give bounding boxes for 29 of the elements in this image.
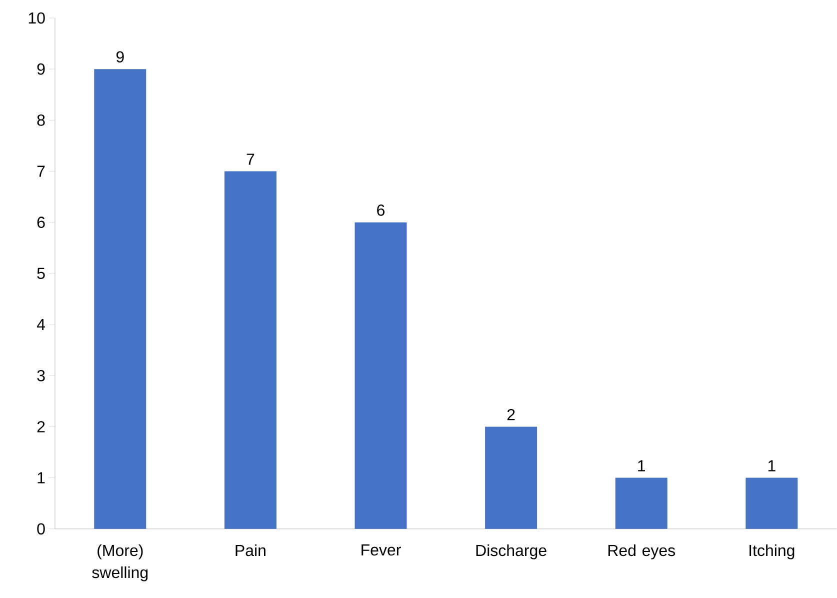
- y-tick-label: 4: [36, 319, 46, 330]
- y-tick-label: 1: [38, 472, 45, 484]
- y-tick-label: 5: [37, 268, 45, 280]
- bar: [94, 69, 146, 529]
- y-tick-label: 7: [37, 166, 45, 177]
- bar: [224, 171, 276, 529]
- y-tick-label: 3: [37, 370, 45, 382]
- data-label: 2: [507, 409, 515, 420]
- y-tick-label: 10: [28, 12, 45, 24]
- x-tick-label: Discharge: [476, 544, 546, 560]
- y-tick-label: 2: [37, 421, 45, 432]
- bar: [746, 478, 798, 529]
- bar: [615, 478, 668, 529]
- x-tick-label: (More) swelling: [92, 544, 148, 582]
- data-label: 1: [638, 460, 646, 472]
- data-label: 7: [246, 154, 254, 165]
- bar: [485, 426, 538, 529]
- x-tick-label: Fever: [362, 544, 401, 556]
- y-tick-label: 0: [37, 523, 45, 535]
- bar: [354, 222, 407, 529]
- x-tick-label: Itching: [750, 544, 794, 560]
- data-label: 6: [377, 204, 384, 216]
- data-label: 9: [116, 51, 124, 63]
- y-tick-label: 9: [37, 63, 45, 75]
- x-tick-label: Pain: [236, 544, 266, 556]
- x-tick-label: Red eyes: [608, 544, 675, 560]
- data-label: 1: [768, 460, 776, 472]
- y-tick-label: 6: [37, 216, 45, 228]
- y-tick-label: 8: [37, 114, 45, 126]
